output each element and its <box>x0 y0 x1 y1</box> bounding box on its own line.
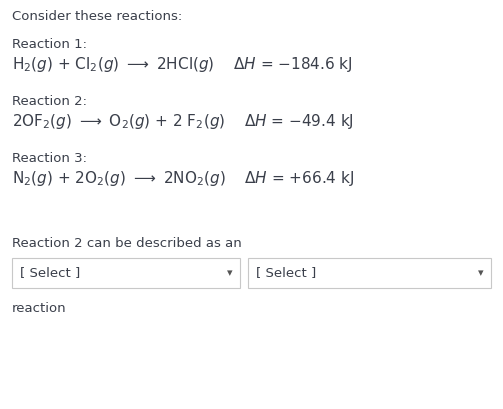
Text: 2OF$_2$($g$) $\longrightarrow$ O$_2$($g$) + 2 F$_2$($g$)    $\Delta H$ = $-$49.4: 2OF$_2$($g$) $\longrightarrow$ O$_2$($g$… <box>12 112 354 131</box>
Text: H$_2$($g$) + Cl$_2$($g$) $\longrightarrow$ 2HCl($g$)    $\Delta H$ = $-$184.6 kJ: H$_2$($g$) + Cl$_2$($g$) $\longrightarro… <box>12 55 353 74</box>
Text: Consider these reactions:: Consider these reactions: <box>12 10 182 23</box>
Text: Reaction 3:: Reaction 3: <box>12 152 87 165</box>
Text: ▾: ▾ <box>227 268 233 278</box>
FancyBboxPatch shape <box>12 258 240 288</box>
Text: Reaction 1:: Reaction 1: <box>12 38 87 51</box>
Text: N$_2$($g$) + 2O$_2$($g$) $\longrightarrow$ 2NO$_2$($g$)    $\Delta H$ = +66.4 kJ: N$_2$($g$) + 2O$_2$($g$) $\longrightarro… <box>12 169 354 188</box>
Text: ▾: ▾ <box>478 268 484 278</box>
Text: Reaction 2:: Reaction 2: <box>12 95 87 108</box>
Text: reaction: reaction <box>12 302 66 315</box>
Text: Reaction 2 can be described as an: Reaction 2 can be described as an <box>12 237 242 250</box>
FancyBboxPatch shape <box>248 258 491 288</box>
Text: [ Select ]: [ Select ] <box>20 267 80 279</box>
Text: [ Select ]: [ Select ] <box>256 267 316 279</box>
